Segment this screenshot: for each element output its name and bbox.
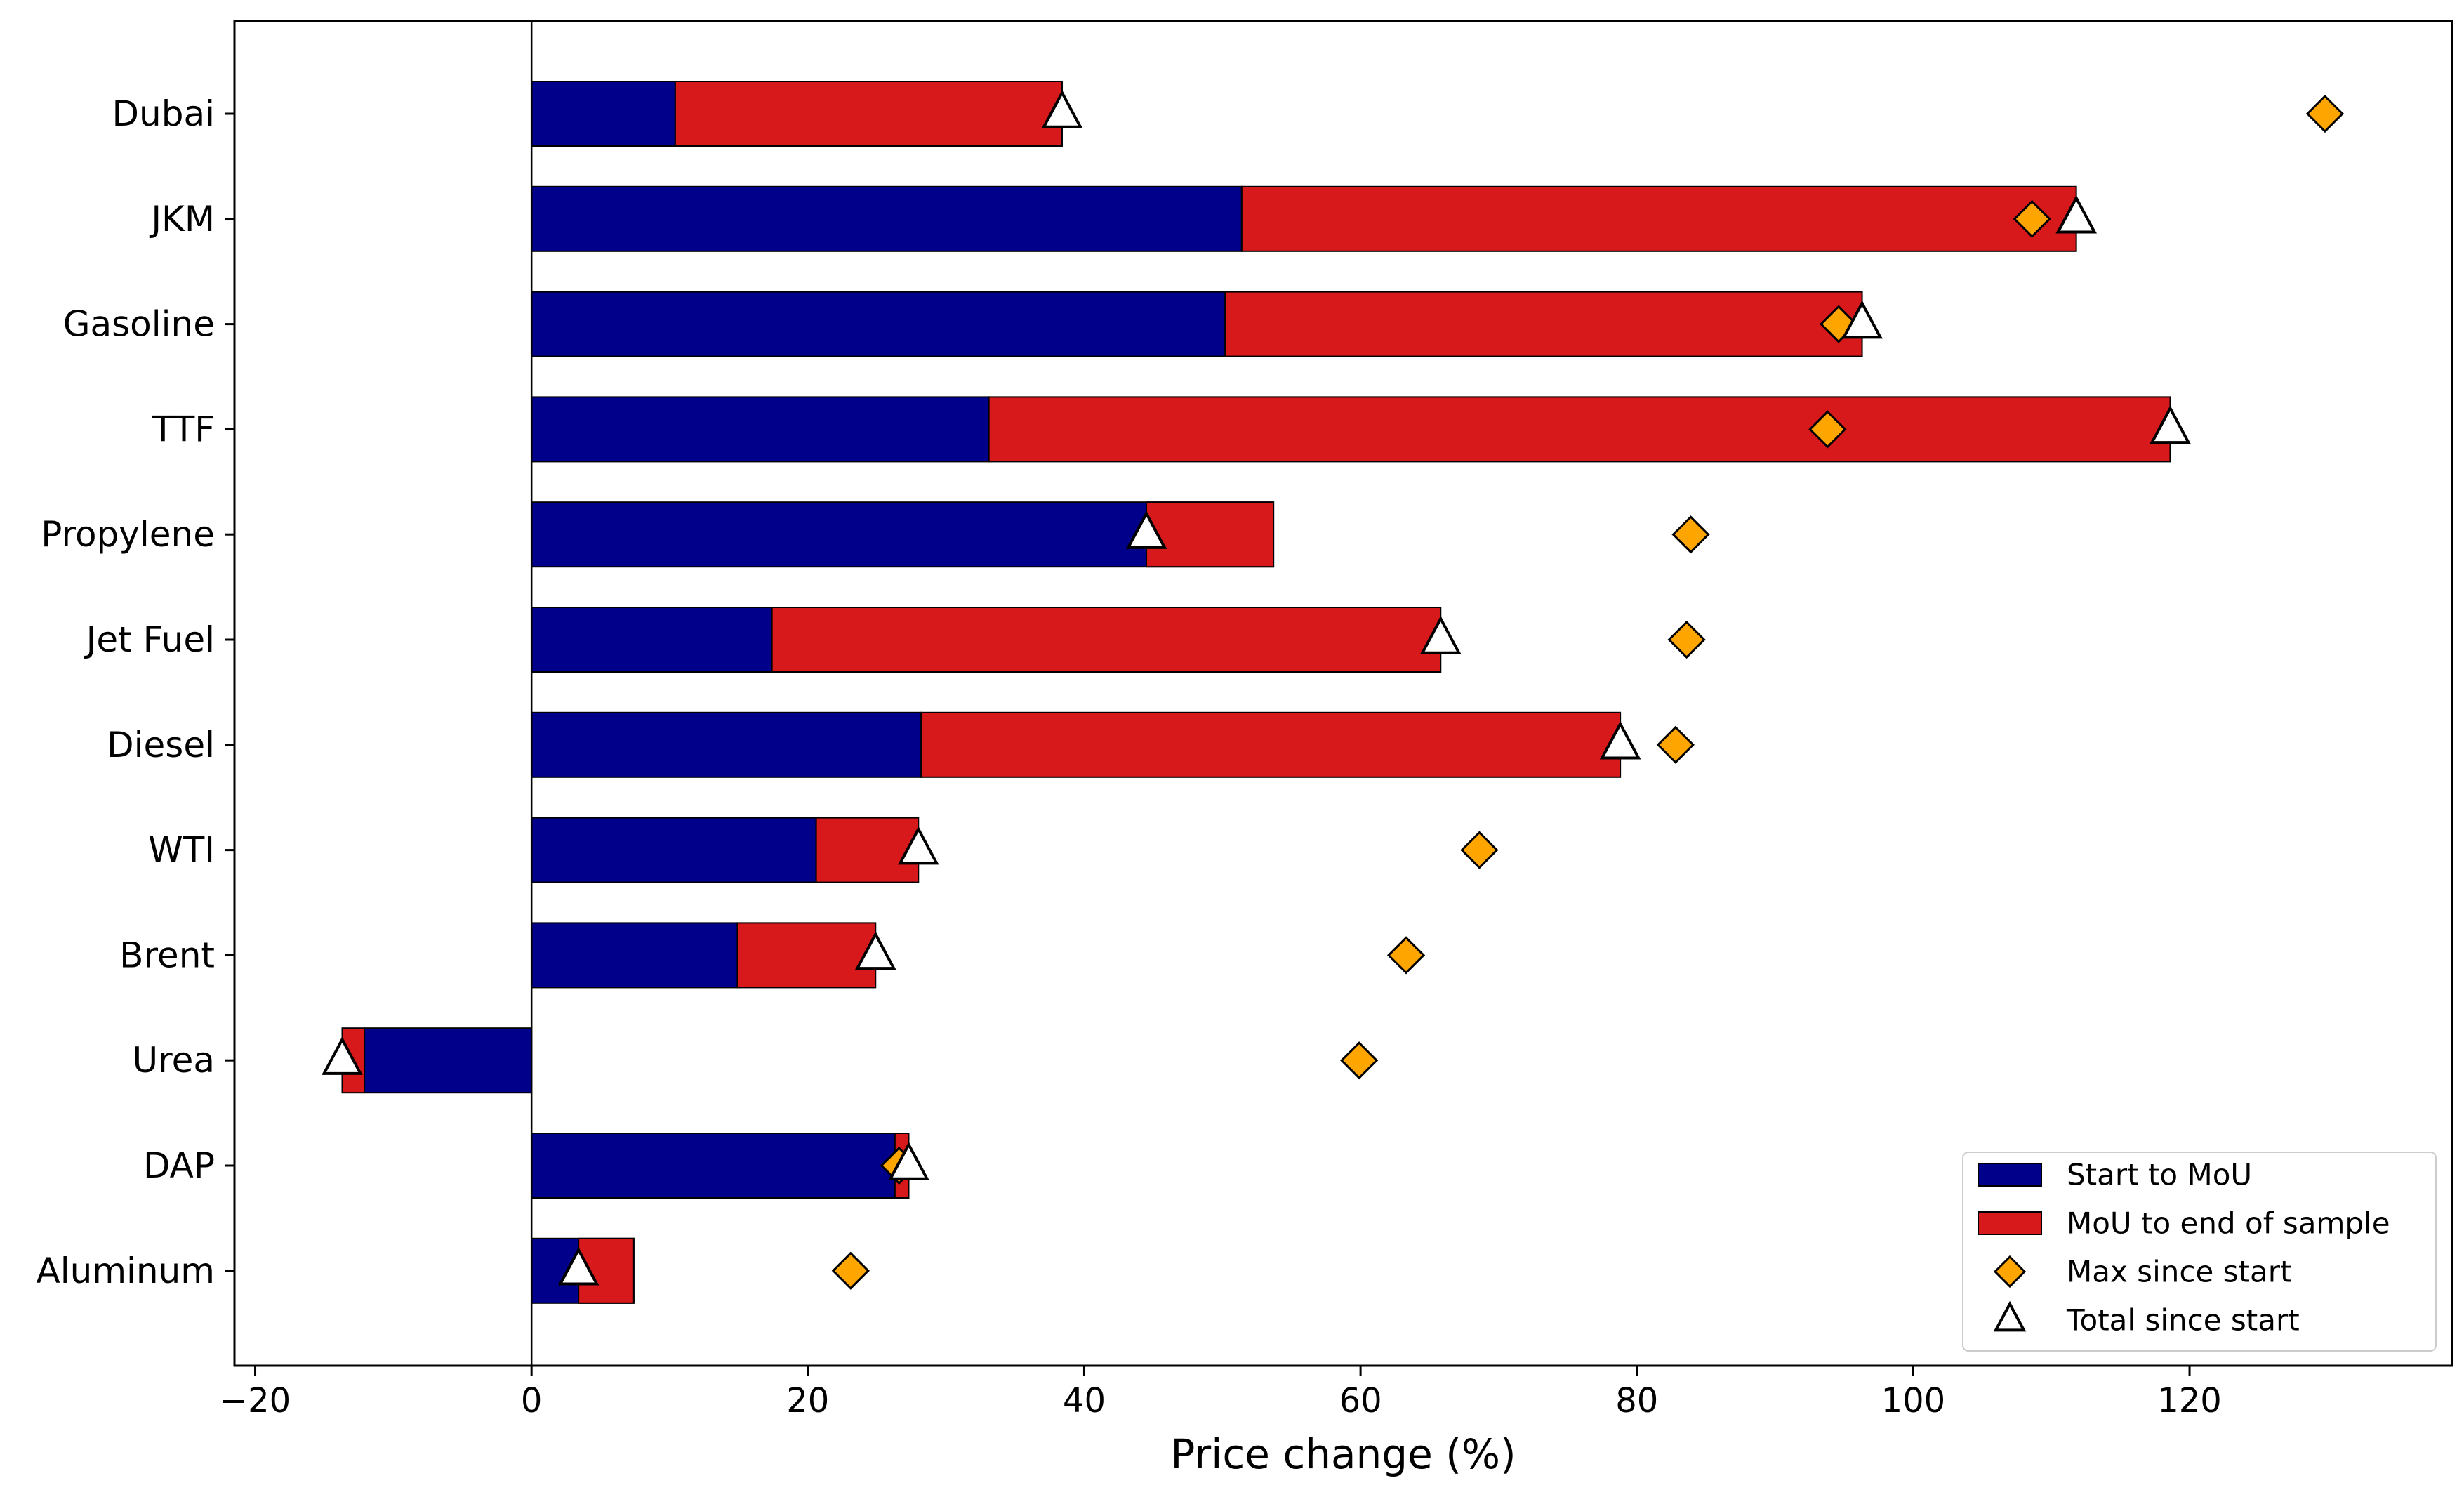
bar-start-to-mou-gasoline [531,291,1226,357]
x-tick-label-5: 80 [1615,1381,1658,1420]
bar-start-to-mou-jkm [531,185,1243,252]
bar-mou-to-end-jkm [1240,185,2077,252]
y-tick-label-diesel: Diesel [107,725,215,765]
bar-start-to-mou-ttf [531,396,990,463]
marker-total-since-start-propylene [1125,510,1167,549]
bar-start-to-mou-brent [531,922,738,989]
marker-max-since-start-urea [1340,1041,1379,1080]
marker-total-since-start-dap [888,1141,929,1180]
bar-start-to-mou-urea [364,1027,533,1094]
y-tick-label-ttf: TTF [152,409,215,449]
y-tick-label-dubai: Dubai [112,93,215,134]
marker-max-since-start-dubai [2305,94,2345,133]
bar-start-to-mou-dap [531,1133,896,1199]
y-tick-label-aluminum: Aluminum [37,1251,215,1291]
y-tick-label-jet-fuel: Jet Fuel [84,619,215,660]
bar-mou-to-end-jet-fuel [771,607,1442,673]
legend-label-max-since-start: Max since start [2067,1255,2291,1289]
bar-mou-to-end-propylene [1146,501,1275,568]
legend: Start to MoU MoU to end of sample Max sinc… [1962,1152,2437,1352]
marker-total-since-start-dubai [1041,89,1083,128]
legend-marker-max-since-start [1993,1255,2027,1288]
legend-label-total-since-start: Total since start [2066,1303,2300,1338]
marker-max-since-start-aluminum [831,1251,870,1290]
bar-start-to-mou-wti [531,817,817,883]
plot-frame [233,20,2453,1367]
bar-mou-to-end-gasoline [1224,291,1863,357]
y-tick-label-wti: WTI [148,830,215,871]
legend-label-mou-to-end-of-sample: MoU to end of sample [2067,1206,2390,1241]
y-tick-label-propylene: Propylene [41,514,215,555]
x-tick-label-6: 100 [1881,1381,1946,1420]
y-axis: Dubai JKM Gasoline TTF Propylene Jet Fuel Dies… [37,93,234,1291]
bar-mou-to-end-brent [736,922,877,989]
marker-total-since-start-wti [897,826,939,865]
bar-start-to-mou-diesel [531,711,922,778]
x-tick-label-0: −20 [220,1381,291,1420]
marker-total-since-start-aluminum [557,1246,600,1286]
legend-frame [1962,1152,2437,1352]
bar-mou-to-end-diesel [920,711,1622,778]
markers-layer [322,89,2345,1290]
marker-max-since-start-propylene [1671,515,1710,554]
marker-max-since-start-wti [1460,831,1499,869]
x-tick-label-1: 0 [521,1381,543,1420]
y-tick-label-brent: Brent [119,935,215,975]
bars-layer [341,81,2171,1304]
x-axis: −20 0 20 40 60 80 100 120 [220,1366,2222,1420]
marker-max-since-start-jkm [2013,199,2051,238]
x-tick-label-7: 120 [2157,1381,2222,1420]
x-tick-label-3: 40 [1063,1381,1106,1420]
marker-max-since-start-brent [1386,936,1426,975]
marker-total-since-start-diesel [1599,720,1641,760]
y-tick-label-jkm: JKM [149,199,215,239]
marker-total-since-start-urea [322,1036,363,1075]
marker-total-since-start-jet-fuel [1419,615,1462,654]
y-tick-label-urea: Urea [133,1040,215,1081]
bar-mou-to-end-dubai [674,81,1063,147]
legend-swatch-start-to-mou [1978,1163,2042,1187]
marker-total-since-start-gasoline [1841,300,1883,339]
bar-mou-to-end-wti [815,817,920,883]
y-tick-label-dap: DAP [143,1145,215,1186]
bar-start-to-mou-jet-fuel [531,607,773,673]
marker-total-since-start-brent [854,931,896,970]
bar-mou-to-end-ttf [988,396,2171,463]
marker-total-since-start-jkm [2055,194,2097,234]
marker-max-since-start-jet-fuel [1667,620,1706,659]
bar-start-to-mou-dubai [531,81,676,147]
x-tick-label-2: 20 [786,1381,829,1420]
marker-max-since-start-ttf [1808,410,1847,449]
legend-label-start-to-mou: Start to MoU [2067,1158,2252,1192]
legend-swatch-mou-to-end [1978,1211,2042,1235]
x-axis-title: Price change (%) [1170,1430,1516,1478]
x-tick-label-4: 60 [1339,1381,1382,1420]
marker-max-since-start-diesel [1656,725,1695,764]
legend-marker-total-since-start [1993,1300,2027,1332]
y-tick-label-gasoline: Gasoline [63,304,215,345]
marker-total-since-start-ttf [2150,405,2191,444]
